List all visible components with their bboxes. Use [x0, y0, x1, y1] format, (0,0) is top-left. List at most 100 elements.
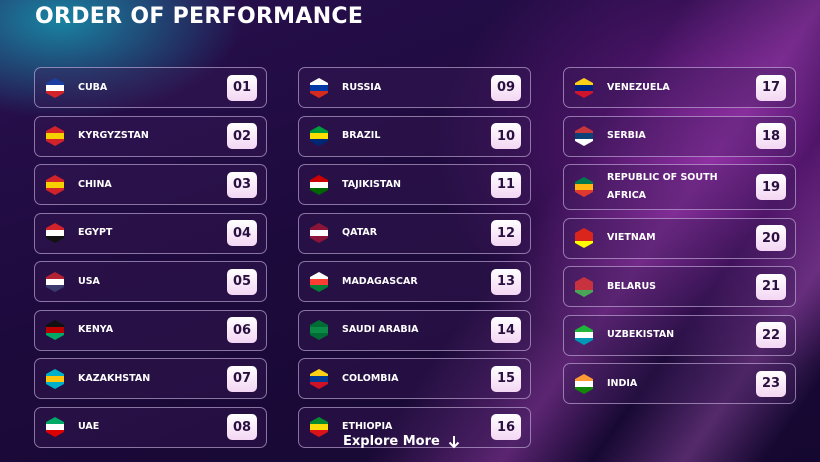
order-badge: 19 [756, 174, 786, 200]
country-name: VIETNAM [607, 232, 656, 243]
country-card: ETHIOPIA 16 [298, 406, 531, 448]
flag-icon [310, 223, 328, 243]
country-card: COLOMBIA 15 [298, 358, 531, 399]
country-card: MADAGASCAR 13 [298, 261, 531, 302]
country-card: KENYA 06 [34, 309, 267, 351]
country-name: SAUDI ARABIA [342, 324, 419, 335]
country-card: UAE 08 [34, 406, 267, 448]
country-name: BELARUS [607, 280, 657, 292]
flag-icon [575, 325, 593, 345]
flag-icon [310, 271, 328, 292]
flag-icon [310, 126, 328, 146]
country-card: SAUDI ARABIA 14 [298, 309, 531, 351]
country-card: REPUBLIC OF SOUTH AFRICA 19 [563, 164, 796, 210]
country-name: MADAGASCAR [342, 275, 418, 287]
order-badge: 18 [756, 123, 786, 149]
country-name: UZBEKISTAN [607, 329, 675, 340]
order-badge: 14 [491, 317, 521, 343]
order-badge: 10 [491, 123, 521, 149]
column: VENEZUELA 17 SERBIA 18 REPUBLIC OF SOUTH AFR… [563, 67, 796, 404]
country-card: CUBA 01 [34, 67, 267, 108]
flag-icon [310, 368, 328, 389]
order-badge: 07 [227, 365, 257, 392]
order-badge: 06 [227, 317, 257, 343]
flag-icon [310, 174, 328, 195]
country-card: KAZAKHSTAN 07 [34, 358, 267, 399]
country-name: BRAZIL [342, 130, 381, 141]
order-badge: 12 [491, 220, 521, 246]
flag-icon [575, 177, 593, 197]
country-name: COLOMBIA [342, 372, 399, 384]
country-name: RUSSIA [342, 81, 382, 93]
explore-more-link[interactable]: Explore More [343, 434, 460, 449]
flag-icon [46, 368, 64, 389]
country-name: ETHIOPIA [342, 421, 393, 432]
country-name: SERBIA [607, 130, 646, 141]
country-card: CHINA 03 [34, 164, 267, 205]
order-badge: 03 [227, 171, 257, 198]
country-card: USA 05 [34, 261, 267, 302]
country-card: INDIA 23 [563, 363, 796, 404]
country-name: KAZAKHSTAN [78, 372, 151, 384]
flag-icon [310, 320, 328, 340]
order-badge: 08 [227, 414, 257, 440]
flag-icon [46, 174, 64, 195]
country-card: VENEZUELA 17 [563, 67, 796, 108]
order-badge: 22 [756, 322, 786, 348]
column: CUBA 01 KYRGYZSTAN 02 CHINA 03 EGYPT 04 USA 05 KEN… [34, 67, 267, 448]
country-name: TAJIKISTAN [342, 178, 401, 190]
flag-icon [575, 276, 593, 297]
flag-icon [575, 126, 593, 146]
country-card: EGYPT 04 [34, 212, 267, 254]
flag-icon [310, 417, 328, 437]
order-badge: 16 [491, 414, 521, 440]
order-badge: 04 [227, 220, 257, 246]
country-card: KYRGYZSTAN 02 [34, 115, 267, 157]
country-name: QATAR [342, 227, 378, 238]
country-card: UZBEKISTAN 22 [563, 314, 796, 356]
country-card: SERBIA 18 [563, 115, 796, 157]
flag-icon [575, 77, 593, 98]
order-badge: 21 [756, 273, 786, 300]
down-arrow-icon[interactable] [448, 435, 460, 449]
order-badge: 11 [491, 171, 521, 198]
country-name: KENYA [78, 324, 114, 335]
country-card: BRAZIL 10 [298, 115, 531, 157]
country-card: TAJIKISTAN 11 [298, 164, 531, 205]
order-badge: 02 [227, 123, 257, 149]
link-text[interactable]: Explore More [343, 434, 440, 449]
flag-icon [46, 223, 64, 243]
flag-icon [575, 228, 593, 248]
country-name: UAE [78, 421, 100, 432]
order-badge: 20 [756, 225, 786, 251]
column: RUSSIA 09 BRAZIL 10 TAJIKISTAN 11 QATAR 12 MADAG… [298, 67, 531, 448]
country-card: VIETNAM 20 [563, 217, 796, 259]
order-badge: 05 [227, 268, 257, 295]
order-badge: 15 [491, 365, 521, 392]
page-title: ORDER OF PERFORMANCE [35, 4, 364, 29]
country-name: USA [78, 275, 100, 287]
flag-icon [46, 126, 64, 146]
flag-icon [46, 320, 64, 340]
country-name: KYRGYZSTAN [78, 130, 149, 141]
country-card: QATAR 12 [298, 212, 531, 254]
order-badge: 23 [756, 370, 786, 397]
country-name: INDIA [607, 377, 638, 389]
country-card: RUSSIA 09 [298, 67, 531, 108]
flag-icon [46, 271, 64, 292]
country-name: REPUBLIC OF SOUTH AFRICA [607, 172, 718, 201]
country-name: CUBA [78, 81, 108, 93]
country-card: BELARUS 21 [563, 266, 796, 307]
order-badge: 09 [491, 74, 521, 101]
country-name: CHINA [78, 178, 112, 190]
flag-icon [46, 417, 64, 437]
order-badge: 17 [756, 74, 786, 101]
flag-icon [46, 77, 64, 98]
country-name: EGYPT [78, 227, 113, 238]
order-badge: 01 [227, 74, 257, 101]
country-name: VENEZUELA [607, 81, 670, 93]
flag-icon [575, 373, 593, 394]
order-badge: 13 [491, 268, 521, 295]
flag-icon [310, 77, 328, 98]
